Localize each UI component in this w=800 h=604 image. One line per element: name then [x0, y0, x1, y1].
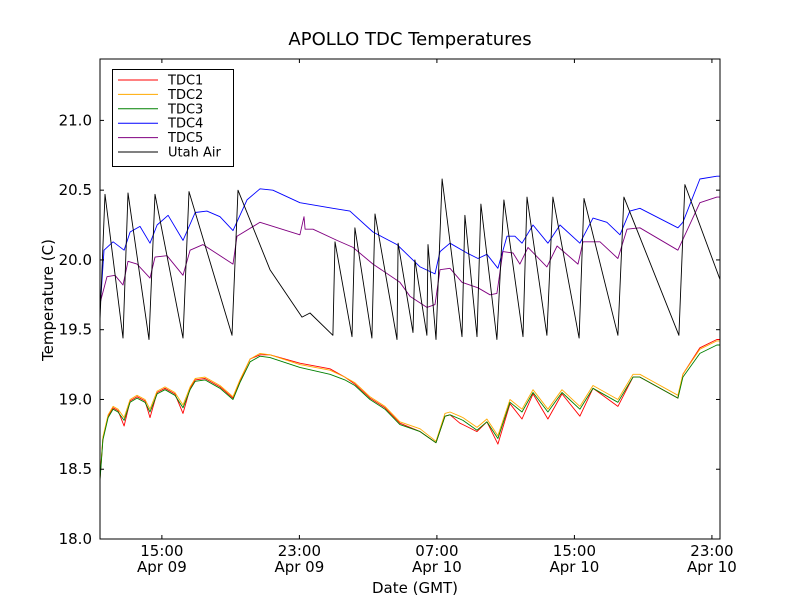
legend-label: TDC2 — [167, 88, 203, 103]
chart-title: APOLLO TDC Temperatures — [288, 29, 531, 50]
y-axis: 18.0 18.5 19.0 19.5 20.0 20.5 21.0 — [59, 111, 720, 548]
series-line-tdc4 — [99, 175, 720, 311]
x-tick-label-time: 15:00 — [553, 542, 596, 560]
legend-label: Utah Air — [168, 146, 221, 161]
x-tick-label-date: Apr 10 — [550, 558, 600, 576]
x-tick-label-time: 07:00 — [415, 542, 458, 560]
y-tick-label: 20.5 — [59, 181, 92, 199]
x-axis-label: Date (GMT) — [372, 579, 458, 597]
x-tick-label-date: Apr 10 — [687, 558, 737, 576]
y-tick-label: 18.0 — [59, 530, 92, 548]
legend-label: TDC4 — [167, 117, 203, 132]
y-tick-label: 20.0 — [59, 251, 92, 269]
legend-label: TDC1 — [167, 74, 203, 89]
plot-frame — [99, 58, 721, 540]
legend-frame — [112, 69, 234, 167]
y-tick-label: 19.5 — [59, 321, 92, 339]
y-axis-label: Temperature (C) — [39, 239, 57, 362]
legend-label: TDC3 — [167, 102, 203, 117]
series-line-tdc1 — [99, 339, 720, 480]
legend-label: TDC5 — [167, 131, 203, 146]
x-tick-label-time: 23:00 — [690, 542, 733, 560]
y-tick-label: 21.0 — [59, 111, 92, 129]
x-tick-label-time: 15:00 — [140, 542, 183, 560]
series-line-tdc2 — [99, 340, 720, 478]
y-tick-label: 19.0 — [59, 390, 92, 408]
x-tick-label-date: Apr 10 — [412, 558, 462, 576]
series-layer — [99, 175, 721, 481]
x-tick-label-time: 23:00 — [278, 542, 321, 560]
x-tick-label-date: Apr 09 — [274, 558, 324, 576]
series-line-tdc3 — [99, 344, 720, 481]
series-line-tdc5 — [99, 196, 720, 308]
series-line-utah-air — [99, 178, 721, 340]
y-tick-label: 18.5 — [59, 460, 92, 478]
x-tick-label-date: Apr 09 — [137, 558, 187, 576]
